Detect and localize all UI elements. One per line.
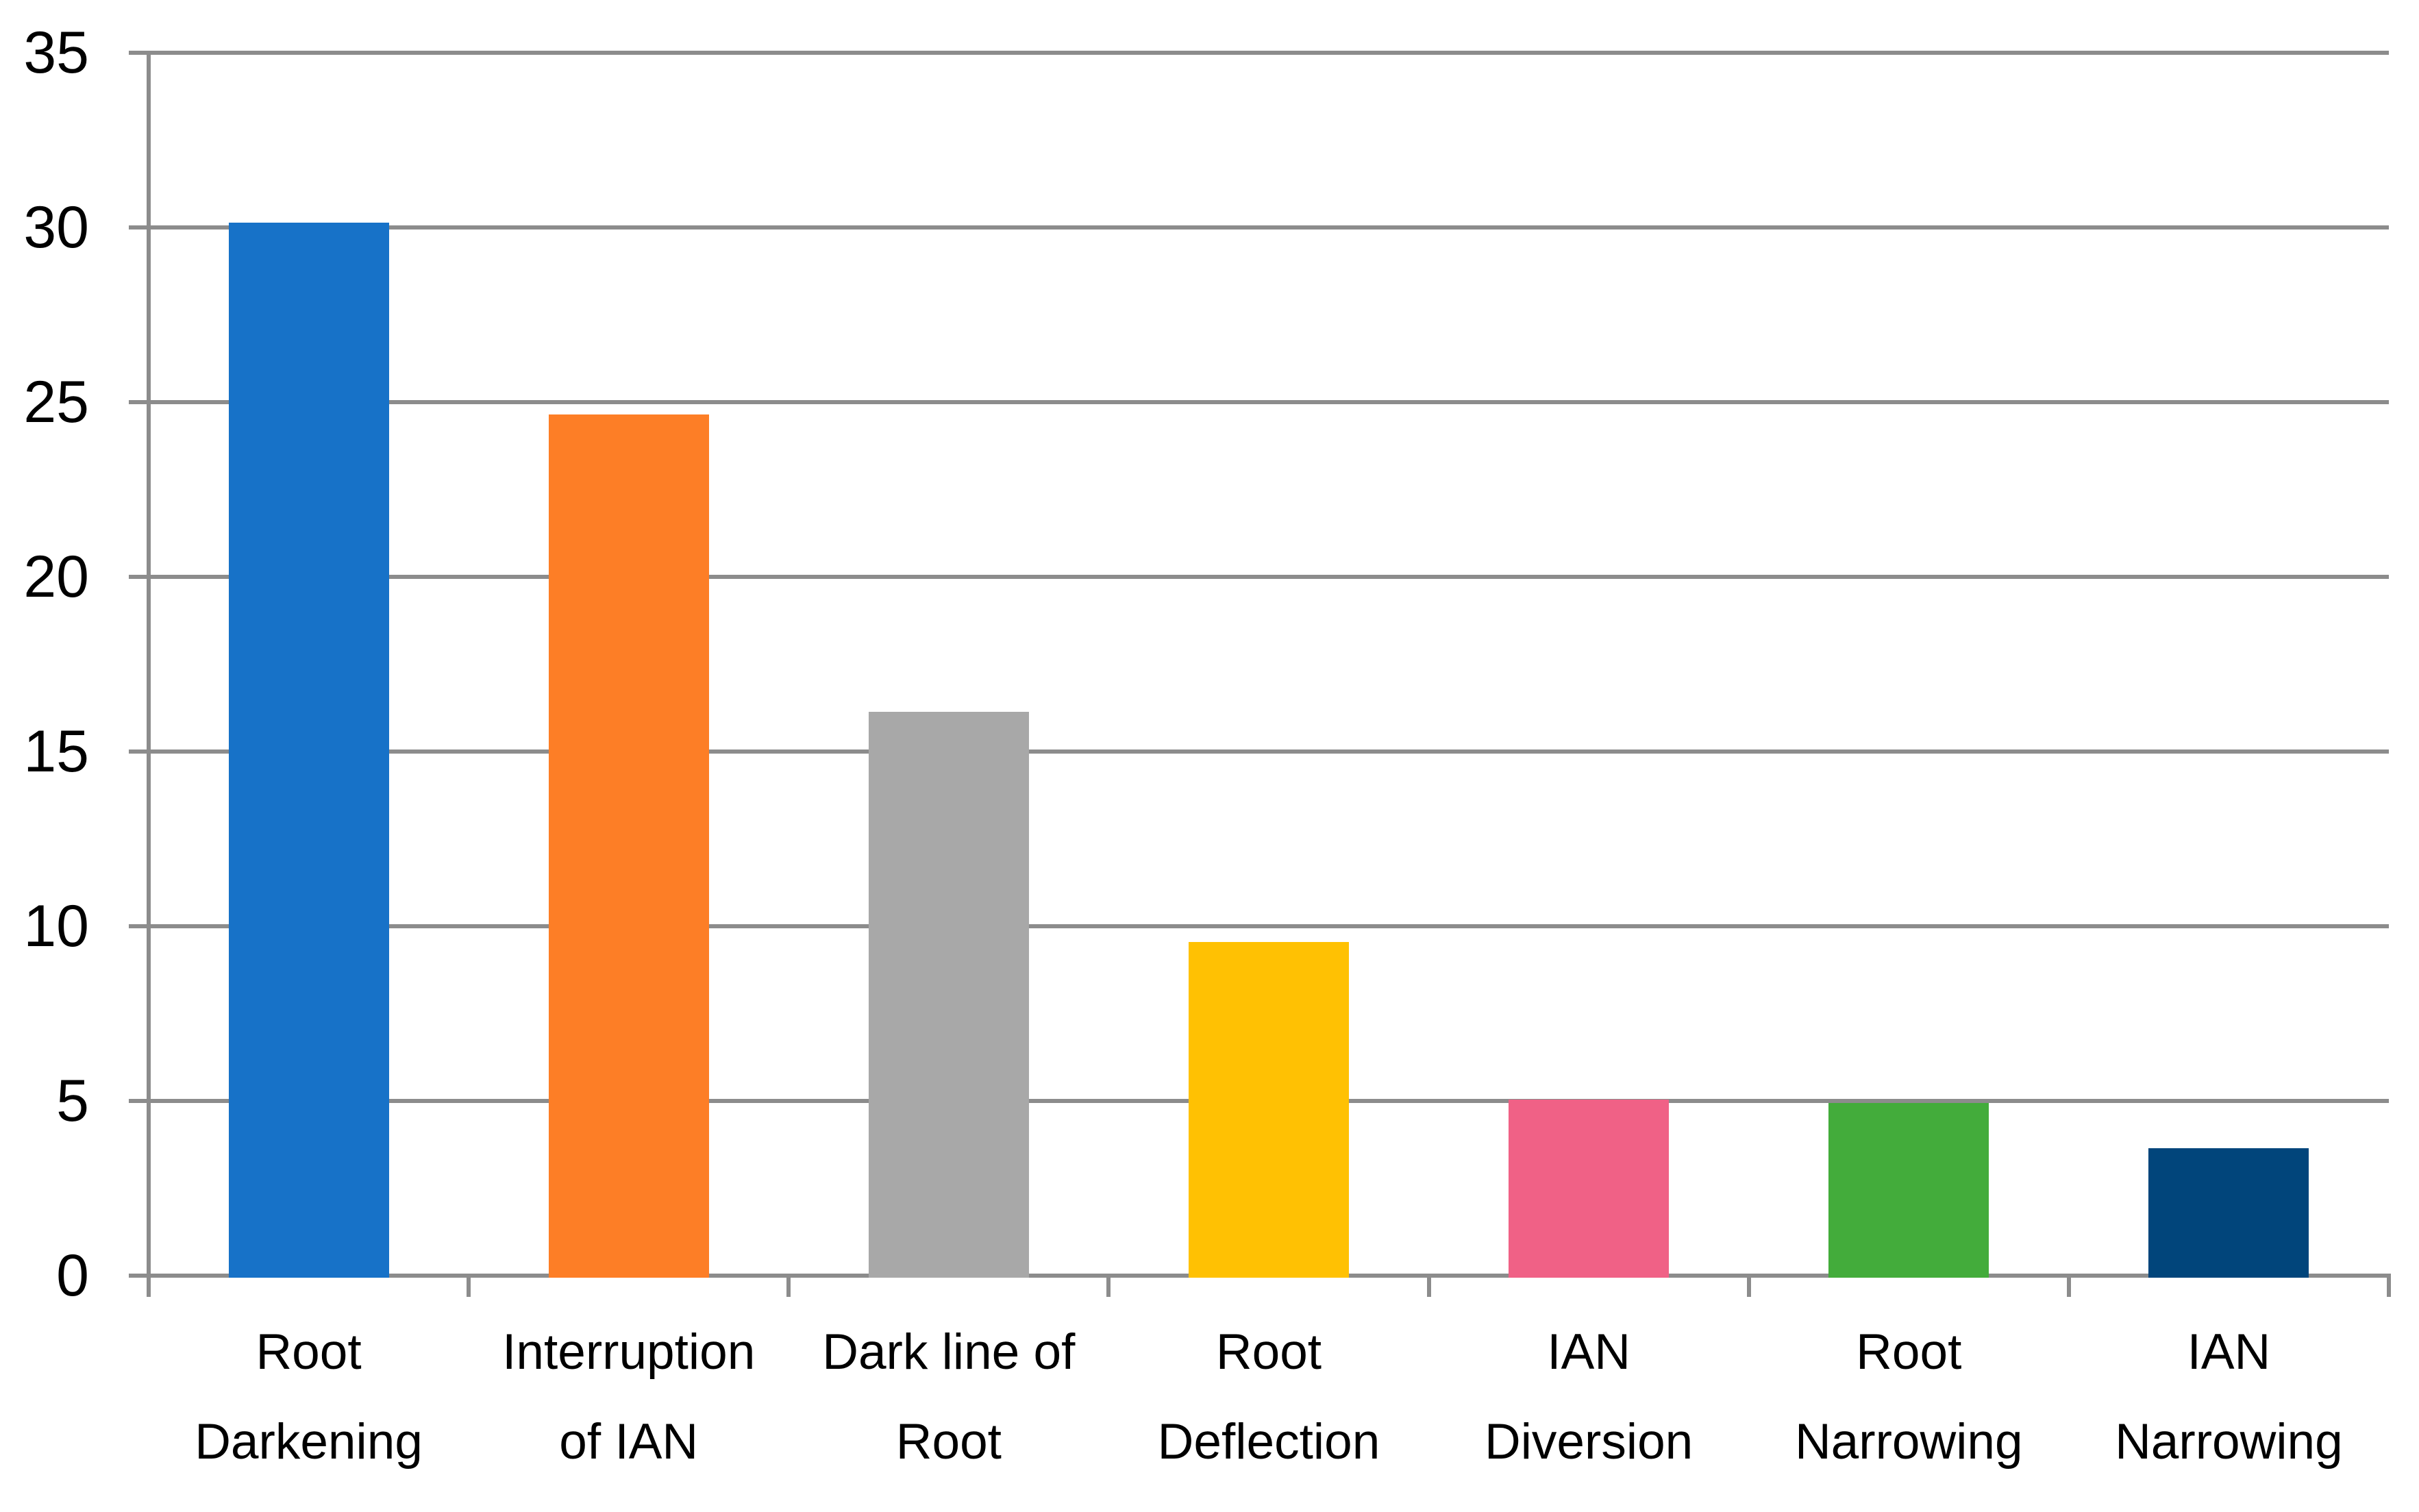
bar-root-narrowing [1828, 1103, 1989, 1278]
x-axis-tick [786, 1274, 791, 1297]
x-axis-tick [1426, 1274, 1431, 1297]
x-axis-label-ian-narrowing: IAN Narrowing [2115, 1324, 2343, 1470]
y-tick-label-35: 35 [23, 20, 89, 86]
bar-dark-line-of-root [868, 711, 1029, 1278]
gridline-15 [129, 749, 2389, 754]
y-tick-label-15: 15 [23, 719, 89, 784]
x-axis-label-root-darkening: Root Darkening [195, 1324, 423, 1470]
bar-interruption-of-ian [548, 414, 709, 1278]
bar-root-darkening [228, 222, 389, 1278]
x-axis-label-interruption-of-ian: Interruption of IAN [502, 1324, 756, 1470]
bar-root-deflection [1189, 942, 1349, 1278]
y-tick-label-0: 0 [56, 1243, 89, 1309]
y-tick-label-5: 5 [56, 1068, 89, 1134]
y-tick-label-25: 25 [23, 369, 89, 435]
x-axis-label-root-deflection: Root Deflection [1157, 1324, 1380, 1470]
x-axis-label-root-narrowing: Root Narrowing [1794, 1324, 2023, 1470]
gridline-10 [129, 924, 2389, 928]
gridline-20 [129, 575, 2389, 579]
x-axis-tick [1746, 1274, 1751, 1297]
x-axis-label-ian-diversion: IAN Diversion [1485, 1324, 1694, 1470]
x-axis-tick [467, 1274, 471, 1297]
y-tick-label-20: 20 [23, 544, 89, 610]
x-axis-label-dark-line-of-root: Dark line of Root [822, 1324, 1076, 1470]
y-tick-label-30: 30 [23, 195, 89, 260]
gridline-30 [129, 225, 2389, 230]
bar-ian-narrowing [2148, 1148, 2309, 1278]
bar-ian-diversion [1509, 1099, 1670, 1278]
x-axis-tick [2387, 1274, 2391, 1297]
x-axis-tick [1106, 1274, 1111, 1297]
x-axis-tick [147, 1274, 151, 1297]
x-axis-tick [2066, 1274, 2071, 1297]
gridline-35 [129, 51, 2389, 55]
y-axis-line [147, 51, 151, 1295]
gridline-25 [129, 400, 2389, 404]
y-tick-label-10: 10 [23, 893, 89, 959]
